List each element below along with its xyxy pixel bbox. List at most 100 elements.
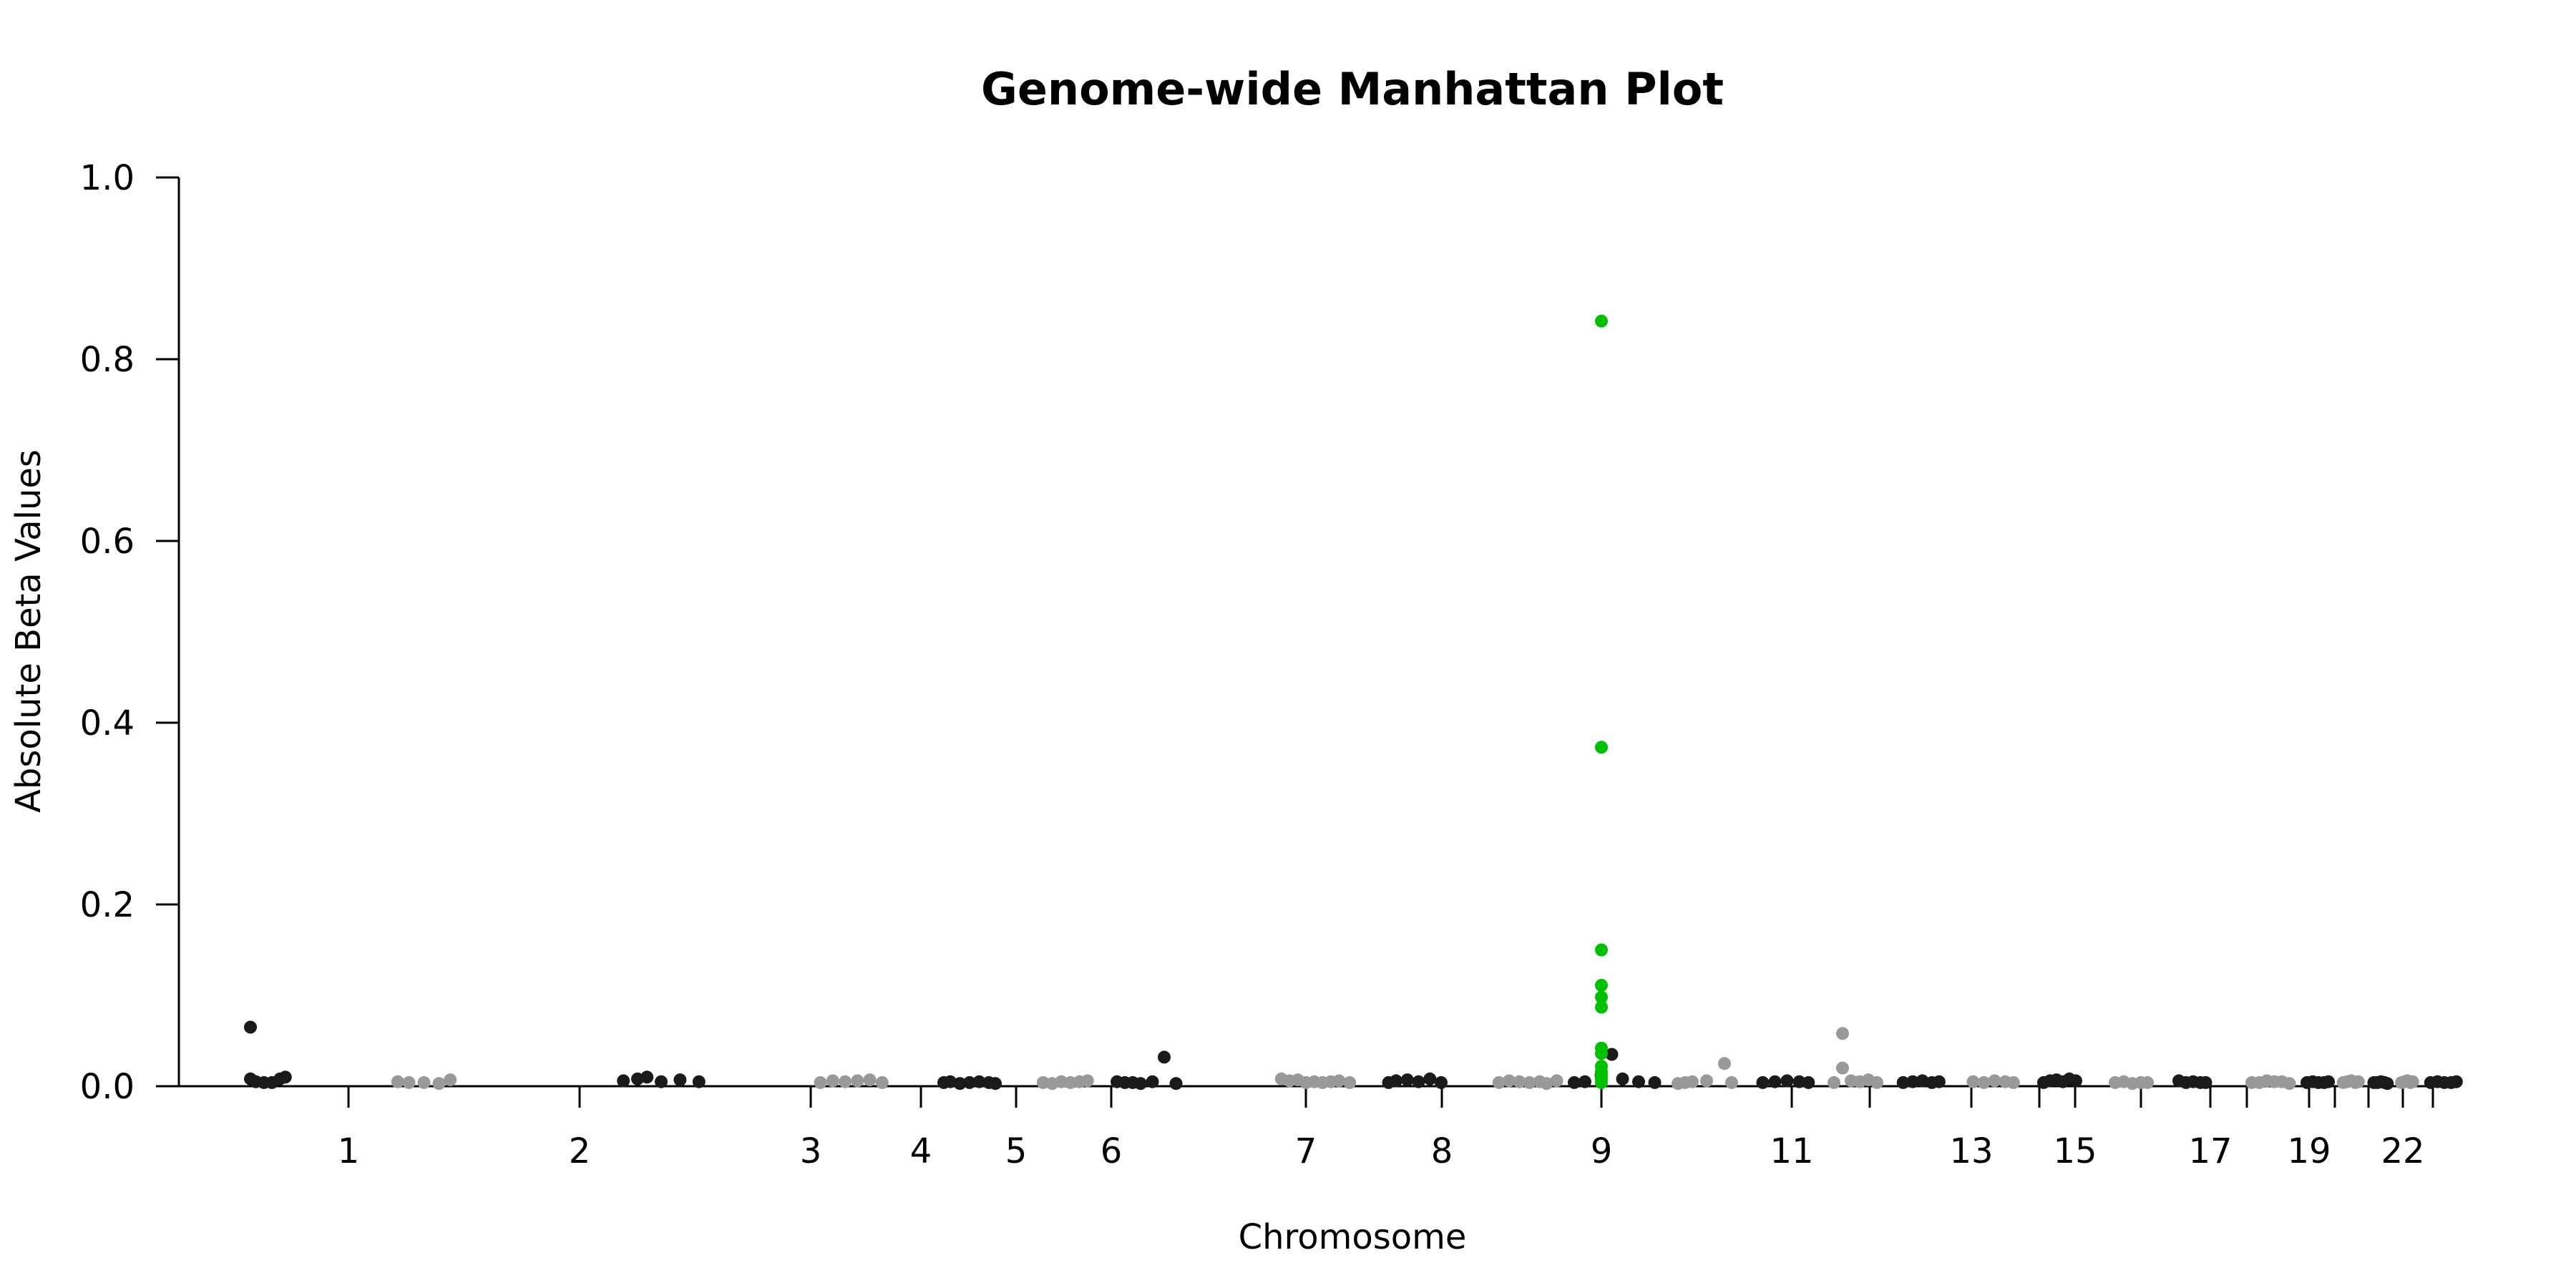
data-point	[1332, 1074, 1346, 1088]
data-point	[402, 1075, 416, 1089]
data-point	[1503, 1074, 1516, 1088]
data-point	[1988, 1074, 2001, 1088]
data-point	[1513, 1075, 1526, 1088]
data-point	[1595, 741, 1608, 754]
data-point	[1718, 1057, 1731, 1070]
data-point	[1080, 1074, 1094, 1088]
data-point	[1523, 1075, 1536, 1089]
data-point	[2006, 1075, 2020, 1089]
data-point	[1756, 1075, 1770, 1089]
data-point	[1686, 1075, 1699, 1088]
data-point	[851, 1074, 864, 1088]
y-tick-label: 0.2	[80, 885, 135, 925]
data-point	[875, 1075, 889, 1089]
data-point	[444, 1073, 457, 1087]
data-point	[1595, 979, 1608, 992]
data-point	[673, 1073, 687, 1087]
data-point	[432, 1077, 446, 1091]
data-point	[1977, 1075, 1991, 1089]
chart-title: Genome-wide Manhattan Plot	[981, 63, 1724, 115]
x-axis-title: Chromosome	[1239, 1217, 1467, 1257]
data-point	[1595, 990, 1608, 1004]
x-axis: 1 2 3 4 5 6 7 8 9 11 13 15 17 19 22	[179, 1085, 2434, 1171]
data-point	[1966, 1075, 1980, 1088]
data-point	[1932, 1075, 1946, 1088]
data-point	[1802, 1075, 1815, 1089]
data-point	[1595, 314, 1608, 328]
data-point	[1134, 1077, 1147, 1091]
data-point	[1343, 1075, 1357, 1089]
data-point	[2069, 1074, 2082, 1088]
y-tick-label: 0.4	[80, 703, 135, 743]
x-tick-label: 11	[1770, 1131, 1813, 1171]
data-point	[1568, 1075, 1581, 1089]
data-point	[1632, 1075, 1645, 1088]
data-point	[278, 1070, 292, 1084]
y-tick-label: 1.0	[80, 158, 135, 198]
data-point	[1412, 1075, 1425, 1088]
data-point	[640, 1070, 654, 1084]
x-tick-label: 19	[2287, 1131, 2331, 1171]
data-points	[244, 314, 2463, 1091]
x-tick-label: 4	[910, 1131, 932, 1171]
data-point	[2381, 1077, 2394, 1091]
x-tick-label: 5	[1005, 1131, 1028, 1171]
y-axis: 0.0 0.2 0.4 0.6 0.8 1.0	[80, 158, 180, 1107]
x-tick-label: 3	[800, 1131, 822, 1171]
data-point	[1780, 1074, 1794, 1088]
data-point	[972, 1075, 986, 1088]
data-point	[1595, 1000, 1608, 1014]
x-tick-label: 1	[338, 1131, 360, 1171]
data-point	[1146, 1075, 1159, 1088]
data-point	[953, 1077, 967, 1091]
data-point	[1725, 1075, 1738, 1089]
data-point	[391, 1075, 404, 1088]
data-point	[989, 1077, 1002, 1091]
data-point	[1158, 1050, 1171, 1064]
y-ticks: 0.0 0.2 0.4 0.6 0.8 1.0	[80, 158, 179, 1107]
data-point	[839, 1075, 852, 1088]
data-point	[617, 1074, 630, 1088]
x-ticks: 1 2 3 4 5 6 7 8 9 11 13 15 17 19 22	[338, 1086, 2434, 1171]
data-point	[814, 1075, 827, 1089]
x-tick-label: 9	[1591, 1131, 1613, 1171]
data-point	[1828, 1075, 1840, 1089]
x-tick-label: 17	[2188, 1131, 2232, 1171]
data-point	[655, 1075, 668, 1088]
data-point	[1906, 1075, 1920, 1088]
data-point	[2283, 1077, 2296, 1091]
data-point	[2199, 1075, 2212, 1089]
data-point	[1836, 1061, 1849, 1075]
data-point	[1916, 1074, 1929, 1088]
data-point	[1605, 1048, 1619, 1061]
x-tick-label: 15	[2053, 1131, 2097, 1171]
data-point	[1896, 1075, 1910, 1089]
data-point	[1595, 1047, 1608, 1060]
data-point	[2322, 1075, 2335, 1088]
y-tick-label: 0.0	[80, 1067, 135, 1107]
x-tick-label: 2	[569, 1131, 591, 1171]
data-point	[863, 1073, 877, 1087]
x-tick-label: 22	[2381, 1131, 2424, 1171]
data-point	[2406, 1075, 2419, 1088]
data-point	[1169, 1077, 1183, 1091]
data-point	[2449, 1075, 2463, 1088]
data-point	[417, 1075, 431, 1089]
data-point	[826, 1074, 839, 1088]
data-point	[1870, 1075, 1883, 1089]
x-tick-label: 6	[1101, 1131, 1123, 1171]
data-point	[1435, 1075, 1448, 1089]
x-tick-label: 8	[1431, 1131, 1453, 1171]
data-point	[1550, 1074, 1563, 1088]
data-point	[1616, 1072, 1629, 1085]
data-point	[1423, 1072, 1437, 1085]
data-point	[1579, 1075, 1591, 1088]
data-point	[1648, 1075, 1662, 1089]
data-point	[1768, 1075, 1782, 1088]
data-point	[1836, 1027, 1849, 1040]
y-tick-label: 0.8	[80, 340, 135, 380]
data-point	[2141, 1075, 2154, 1089]
data-point	[2351, 1075, 2365, 1088]
x-tick-label: 13	[1949, 1131, 1993, 1171]
